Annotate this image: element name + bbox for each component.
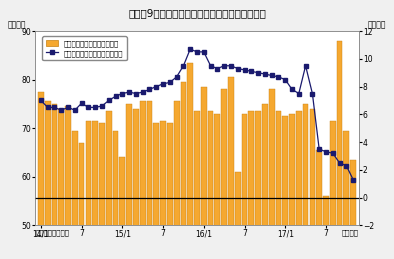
Text: （図表9）マネタリーベース残高と前月比の推移: （図表9）マネタリーベース残高と前月比の推移 (128, 8, 266, 18)
Bar (140, 102, 146, 259)
Bar (194, 111, 200, 259)
Bar (72, 131, 78, 259)
Text: （兆円）: （兆円） (368, 20, 386, 29)
Bar (174, 102, 180, 259)
Text: （資料）日本銀行: （資料）日本銀行 (35, 229, 69, 236)
Bar (221, 89, 227, 259)
Bar (187, 63, 193, 259)
Bar (79, 143, 84, 259)
Bar (336, 41, 342, 259)
Bar (344, 131, 349, 259)
Bar (296, 111, 302, 259)
Bar (52, 104, 58, 259)
Bar (201, 87, 207, 259)
Bar (180, 82, 186, 259)
Bar (235, 172, 241, 259)
Bar (126, 104, 132, 259)
Legend: 季節調整済み前月差（右軸）, マネタリーベース残高の前年率: 季節調整済み前月差（右軸）, マネタリーベース残高の前年率 (42, 37, 126, 60)
Bar (289, 114, 295, 259)
Bar (167, 123, 173, 259)
Bar (65, 106, 71, 259)
Bar (262, 104, 268, 259)
Bar (310, 109, 315, 259)
Bar (269, 89, 275, 259)
Bar (330, 121, 336, 259)
Bar (248, 111, 254, 259)
Bar (153, 123, 159, 259)
Bar (92, 121, 98, 259)
Bar (242, 114, 247, 259)
Bar (99, 123, 105, 259)
Text: （年月）: （年月） (342, 229, 359, 236)
Bar (119, 157, 125, 259)
Bar (255, 111, 261, 259)
Bar (316, 150, 322, 259)
Bar (214, 114, 220, 259)
Bar (208, 111, 214, 259)
Bar (147, 102, 152, 259)
Bar (228, 77, 234, 259)
Bar (275, 111, 281, 259)
Bar (350, 160, 356, 259)
Bar (160, 121, 166, 259)
Bar (45, 102, 50, 259)
Bar (85, 121, 91, 259)
Bar (282, 116, 288, 259)
Bar (106, 111, 112, 259)
Bar (38, 92, 44, 259)
Bar (303, 104, 309, 259)
Bar (133, 109, 139, 259)
Text: （兆円）: （兆円） (8, 20, 26, 29)
Bar (58, 109, 64, 259)
Bar (323, 196, 329, 259)
Bar (113, 131, 119, 259)
